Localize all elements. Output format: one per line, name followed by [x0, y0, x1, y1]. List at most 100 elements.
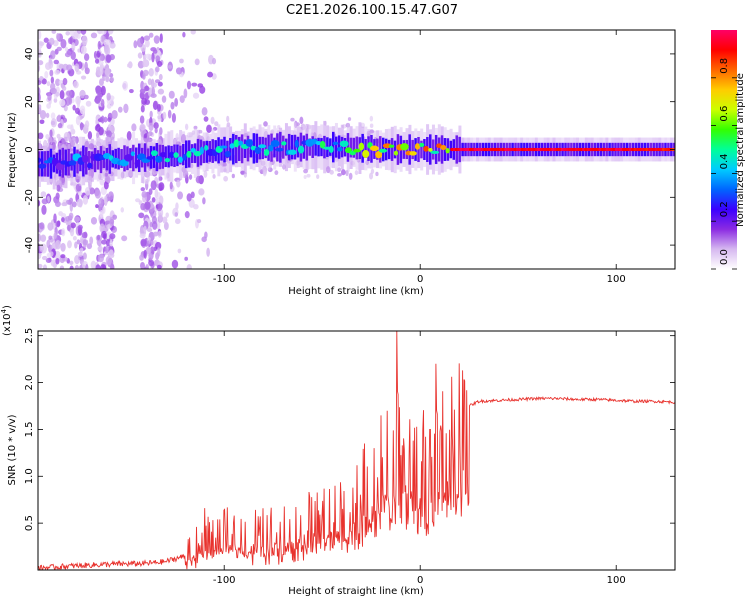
heatmap-cell	[99, 179, 105, 186]
heatmap-cell	[149, 110, 153, 119]
heatmap-cell	[290, 134, 294, 160]
heatmap-cell	[184, 123, 189, 131]
heatmap-cell	[355, 136, 359, 160]
heatmap-cell	[90, 217, 98, 225]
heatmap-cell	[109, 239, 113, 247]
heatmap-cell	[77, 251, 83, 257]
heatmap-cell	[369, 172, 374, 180]
heatmap-cell	[139, 115, 145, 124]
heatmap-cell	[414, 143, 420, 150]
heatmap-cell	[206, 124, 212, 134]
snr-panel: -100 0 100 0.5 1.0 1.5 2.0 2.5 Height of strai…	[0, 305, 676, 597]
heatmap-cell	[273, 137, 276, 158]
heatmap-cell	[154, 127, 158, 134]
heatmap-cell	[139, 233, 146, 239]
heatmap-cell	[59, 89, 65, 100]
heatmap-cell	[445, 148, 450, 154]
heatmap-cell	[96, 234, 101, 241]
heatmap-cell	[60, 254, 66, 259]
heatmap-cell	[98, 78, 104, 86]
heatmap-cell	[246, 135, 250, 162]
heatmap-cell	[95, 204, 99, 209]
heatmap-cell	[81, 35, 88, 46]
heatmap-cell	[238, 140, 244, 146]
heatmap-cell	[55, 78, 61, 87]
heatmap-cell	[41, 198, 49, 205]
heatmap-cell	[223, 136, 226, 163]
heatmap-cell	[349, 137, 353, 158]
heatmap-cell	[135, 147, 138, 169]
heatmap-cell	[148, 67, 154, 77]
heatmap-cell	[70, 222, 76, 229]
heatmap-cell	[167, 145, 170, 168]
heatmap-cell	[174, 97, 179, 107]
x-tick-label: 0	[417, 274, 423, 285]
heatmap-cell	[68, 160, 77, 166]
heatmap-cell	[169, 181, 173, 190]
heatmap-cell	[43, 151, 47, 177]
heatmap-cell	[61, 213, 67, 219]
heatmap-cell	[141, 97, 148, 105]
heatmap-cell	[38, 60, 44, 66]
heatmap-cell	[137, 52, 143, 59]
heatmap-cell	[290, 117, 295, 122]
heatmap-cell	[440, 145, 447, 151]
heatmap-cell	[163, 221, 169, 231]
heatmap-cell	[162, 216, 168, 224]
heatmap-cell	[57, 114, 61, 122]
heatmap-cell	[100, 85, 106, 96]
heatmap-cell	[226, 140, 229, 159]
heatmap-cell	[80, 75, 87, 80]
heatmap-cell	[53, 213, 57, 224]
heatmap-cell	[211, 57, 217, 65]
heatmap-cell	[182, 143, 185, 166]
heatmap-cell	[39, 119, 45, 125]
heatmap-cell	[193, 150, 202, 157]
heatmap-cell	[64, 46, 69, 52]
heatmap-cell	[314, 138, 317, 156]
heatmap-cell	[186, 193, 192, 202]
heatmap-cell	[143, 249, 147, 259]
heatmap-cell	[45, 62, 52, 71]
heatmap-cell	[48, 257, 52, 263]
heatmap-cell	[263, 121, 268, 127]
heatmap-cell	[39, 41, 45, 47]
heatmap-cell	[66, 224, 71, 231]
heatmap-cell	[430, 150, 440, 154]
heatmap-cell	[155, 197, 160, 205]
y-tick-label: 2.5	[24, 328, 35, 344]
heatmap-cell	[420, 140, 423, 159]
heatmap-cell	[185, 140, 188, 169]
heatmap-cell	[147, 78, 152, 86]
heatmap-cell	[297, 145, 305, 154]
heatmap-cell	[145, 246, 152, 255]
heatmap-cell	[122, 80, 129, 91]
heatmap-cell	[84, 120, 90, 129]
heatmap-cell	[158, 212, 163, 223]
heatmap-cell	[151, 86, 156, 97]
heatmap-cell	[311, 136, 314, 158]
heatmap-cell	[174, 218, 181, 225]
heatmap-cell	[179, 95, 185, 104]
heatmap-cell	[308, 138, 311, 156]
heatmap-cell	[367, 136, 370, 162]
heatmap-cell	[76, 149, 79, 174]
heatmap-cell	[76, 239, 81, 245]
heatmap-cell	[245, 139, 254, 147]
heatmap-cell	[199, 85, 206, 94]
x-tick-label: -100	[213, 575, 236, 586]
heatmap-cell	[150, 180, 157, 191]
heatmap-cell	[120, 149, 123, 168]
heatmap-cell	[142, 59, 147, 68]
heatmap-cell	[64, 52, 71, 58]
heatmap-cell	[89, 236, 94, 245]
heatmap-cell	[66, 64, 73, 71]
heatmap-cell	[38, 30, 42, 40]
heatmap-cell	[268, 144, 274, 152]
heatmap-cell	[186, 80, 192, 90]
heatmap-cell	[126, 131, 132, 141]
heatmap-cell	[157, 115, 162, 120]
heatmap-cell	[176, 179, 181, 188]
heatmap-cell	[99, 210, 104, 218]
heatmap-cell	[107, 117, 112, 122]
